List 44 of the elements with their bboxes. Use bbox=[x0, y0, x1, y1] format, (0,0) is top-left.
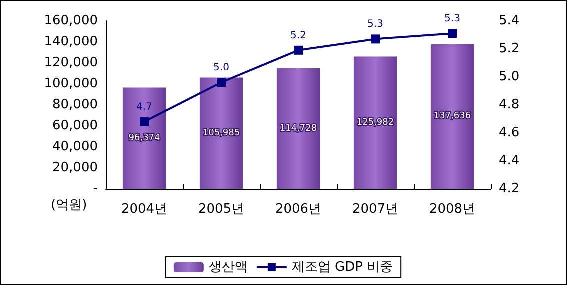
bar bbox=[354, 56, 398, 189]
point bbox=[448, 29, 457, 38]
y-tick-label: 120,000 bbox=[44, 56, 98, 70]
data-label: 114,728 bbox=[280, 124, 318, 134]
data-label: 4.7 bbox=[136, 102, 152, 113]
data-label: 96,374 bbox=[128, 133, 161, 144]
y-tick-label: 20,000 bbox=[52, 160, 98, 176]
y-tick-label: 160,000 bbox=[44, 14, 98, 28]
data-label: 5.2 bbox=[290, 30, 306, 42]
x-tick-label: 2005년 bbox=[198, 202, 245, 217]
y-tick-label: 140,000 bbox=[44, 34, 98, 50]
y-tick-label: 80,000 bbox=[52, 98, 98, 112]
y2-tick-label: 5.4 bbox=[499, 14, 520, 28]
bar bbox=[276, 68, 320, 189]
point bbox=[140, 117, 149, 126]
y2-tick-label: 5.0 bbox=[499, 70, 520, 84]
bar bbox=[430, 44, 474, 189]
data-label: 125,982 bbox=[356, 118, 394, 128]
point bbox=[294, 46, 303, 55]
data-label: 137,636 bbox=[434, 112, 472, 122]
x-tick-label: 2007년 bbox=[352, 202, 399, 217]
y2-tick-label: 4.6 bbox=[499, 126, 520, 140]
data-label: 5.3 bbox=[444, 14, 460, 25]
y-tick-label: 40,000 bbox=[52, 140, 98, 154]
legend-label: 생산액 bbox=[208, 260, 248, 275]
y-tick-label: 100,000 bbox=[44, 76, 98, 92]
point bbox=[371, 34, 380, 44]
y2-tick-label: 4.8 bbox=[499, 98, 520, 112]
point bbox=[217, 78, 226, 88]
data-label: 105,985 bbox=[202, 128, 240, 138]
x-tick-label: 2008년 bbox=[429, 202, 476, 217]
y2-tick-label: 5.2 bbox=[499, 42, 520, 56]
data-label: 5.0 bbox=[214, 62, 230, 74]
y2-tick-label: 4.2 bbox=[499, 182, 520, 196]
bar bbox=[122, 88, 166, 189]
y-tick-label: - bbox=[93, 182, 98, 196]
x-tick-label: 2006년 bbox=[275, 202, 322, 217]
bar bbox=[200, 78, 244, 189]
legend-label: 제조업 GDP 비중 bbox=[292, 260, 394, 275]
x-tick-label: 2004년 bbox=[121, 202, 168, 217]
y-tick-label: 60,000 bbox=[52, 118, 98, 134]
y-axis-title: (억원) bbox=[51, 198, 88, 213]
y2-tick-label: 4.4 bbox=[499, 154, 520, 168]
data-label: 5.3 bbox=[368, 19, 384, 30]
